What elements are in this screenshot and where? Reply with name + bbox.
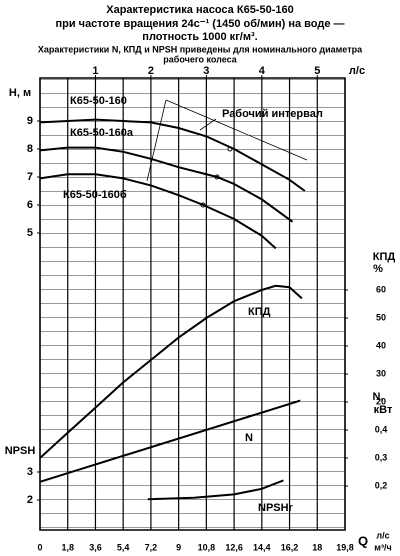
x-tick-label: 16,2 <box>281 542 299 552</box>
y-tick-label: 2 <box>27 494 33 506</box>
note: Характеристики N, КПД и NPSH приведены д… <box>38 44 363 54</box>
y-label: N, <box>373 391 384 403</box>
curve <box>39 284 303 459</box>
x-tick-label: 10,8 <box>198 542 216 552</box>
curve-label: N <box>245 432 253 444</box>
x-tick-label: 12,6 <box>225 542 243 552</box>
annotation: Рабочий интервал <box>222 108 323 120</box>
x-tick-label: 1,8 <box>61 542 74 552</box>
title: плотность 1000 кг/м³. <box>142 31 257 43</box>
working-interval <box>146 99 308 182</box>
curve-label: КПД <box>248 306 271 318</box>
y-tick-label: 5 <box>27 227 33 239</box>
y-tick-label: 0,2 <box>375 480 388 490</box>
x-tick-label: 9 <box>176 542 181 552</box>
curve-label: К65-50-160б <box>63 189 127 201</box>
y-tick-label: 50 <box>376 312 386 322</box>
y-tick-label: 40 <box>376 340 386 350</box>
x-tick-label: 0 <box>37 542 42 552</box>
x-unit: м³/ч <box>374 542 391 552</box>
x-tick-label: 7,2 <box>145 542 158 552</box>
y-label: H, м <box>9 87 31 99</box>
curve-label: К65-50-160 <box>70 95 127 107</box>
y-tick-label: 9 <box>27 115 33 127</box>
x-label: Q <box>358 533 368 548</box>
y-tick-label: 30 <box>376 368 386 378</box>
y-tick-label: 0,3 <box>375 452 388 462</box>
y-label: кВт <box>374 404 393 416</box>
curve <box>39 173 277 250</box>
x2-tick-label: 3 <box>203 65 209 77</box>
y-tick-label: 20 <box>376 396 386 406</box>
y-label: % <box>373 263 383 275</box>
title: при частоте вращения 24с⁻¹ (1450 об/мин)… <box>56 18 345 30</box>
y-tick-label: 7 <box>27 171 33 183</box>
y-tick-label: 6 <box>27 199 33 211</box>
grid-pattern <box>40 78 345 530</box>
x-tick-label: 14,4 <box>253 542 271 552</box>
x-tick-label: 19,8 <box>336 542 354 552</box>
y-label: NPSH <box>5 445 36 457</box>
curve-label: К65-50-160а <box>70 127 134 139</box>
note: рабочего колеса <box>163 54 237 64</box>
curve <box>39 399 301 483</box>
title: Характеристика насоса К65-50-160 <box>106 4 293 16</box>
curve <box>39 146 294 223</box>
y-tick-label: 60 <box>376 284 386 294</box>
x2-tick-label: 1 <box>92 65 98 77</box>
x2-tick-label: 4 <box>259 65 266 77</box>
y-tick-label: 8 <box>27 143 33 155</box>
curve <box>39 118 306 192</box>
x2-tick-label: 5 <box>314 65 320 77</box>
curve-label: NPSHr <box>258 502 294 514</box>
x2-label: л/с <box>349 65 365 77</box>
x-tick-label: 5,4 <box>117 542 130 552</box>
y-tick-label: 0,4 <box>375 424 388 434</box>
x-tick-label: 3,6 <box>89 542 102 552</box>
x-tick-label: 18 <box>312 542 322 552</box>
y-tick-label: 3 <box>27 466 33 478</box>
curve <box>147 479 284 501</box>
x-unit: л/с <box>376 530 389 540</box>
x2-tick-label: 2 <box>148 65 154 77</box>
y-label: КПД <box>373 251 396 263</box>
